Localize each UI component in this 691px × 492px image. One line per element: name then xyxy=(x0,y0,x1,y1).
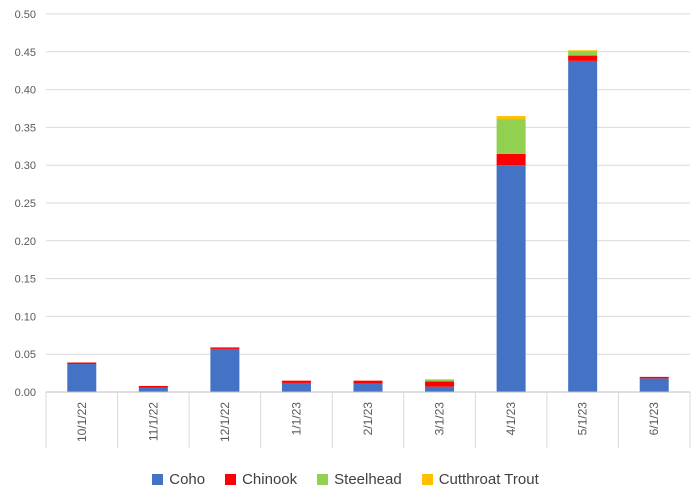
x-tick-label: 5/1/23 xyxy=(576,402,590,436)
bar-segment-steelhead xyxy=(568,51,598,56)
y-tick-label: 0.30 xyxy=(15,160,36,172)
x-tick-label: 6/1/23 xyxy=(647,402,661,436)
bar-segment-coho xyxy=(281,382,311,392)
bar-segment-cutthroat-trout xyxy=(496,116,526,120)
legend-swatch xyxy=(152,473,164,485)
bar-segment-coho xyxy=(425,386,455,392)
bar-segment-coho xyxy=(353,383,383,392)
legend-label: Steelhead xyxy=(334,470,402,488)
bar-segment-coho xyxy=(210,348,240,392)
y-tick-label: 0.20 xyxy=(15,236,36,248)
y-tick-label: 0.05 xyxy=(15,349,36,361)
legend-label: Coho xyxy=(169,470,206,488)
y-tick-label: 0.15 xyxy=(15,274,36,286)
legend-swatch xyxy=(421,473,433,485)
gridlines xyxy=(46,13,690,355)
bar-segment-cutthroat-trout xyxy=(568,50,598,52)
x-tick-label: 10/1/22 xyxy=(75,402,89,442)
legend-item: Steelhead xyxy=(317,471,402,488)
x-tick-label: 3/1/23 xyxy=(433,402,447,436)
legend-swatch xyxy=(317,473,329,485)
bar-segment-coho xyxy=(496,165,526,392)
legend-item: Chinook xyxy=(225,471,297,488)
x-tick-label: 4/1/23 xyxy=(504,402,518,436)
x-tick-label: 11/1/22 xyxy=(146,402,160,441)
bar-segment-chinook xyxy=(496,153,526,166)
legend-label: Chinook xyxy=(242,470,298,488)
bars xyxy=(67,50,669,392)
legend-label: Cutthroat Trout xyxy=(438,470,539,488)
y-tick-label: 0.50 xyxy=(15,9,36,21)
bar-segment-coho xyxy=(639,378,669,392)
bar-segment-steelhead xyxy=(496,119,526,154)
axes: 0.00 0.05 0.10 0.15 0.20 0.25 0.30 0.35 0.40 0.45… xyxy=(15,9,691,448)
bar-segment-chinook xyxy=(138,385,168,388)
bar-segment-chinook xyxy=(425,381,455,387)
bar-segment-coho xyxy=(568,60,598,392)
bar-segment-coho xyxy=(67,364,97,392)
y-tick-label: 0.10 xyxy=(15,311,36,323)
bar-segment-chinook xyxy=(67,362,97,365)
x-tick-label: 1/1/23 xyxy=(289,402,303,436)
bar-segment-coho xyxy=(138,387,168,392)
bar-segment-chinook xyxy=(210,347,240,349)
legend-item: Cutthroat Trout xyxy=(421,470,539,488)
y-tick-label: 0.00 xyxy=(15,387,36,399)
legend-swatch xyxy=(225,473,237,485)
bar-segment-chinook xyxy=(281,380,311,383)
y-tick-label: 0.35 xyxy=(15,122,36,134)
bar-segment-chinook xyxy=(568,55,598,61)
bar-segment-steelhead xyxy=(425,379,455,382)
x-tick-label: 2/1/23 xyxy=(361,402,375,436)
bar-segment-chinook xyxy=(639,376,669,379)
legend-item: Coho xyxy=(152,471,205,488)
plot-area: 0.00 0.05 0.10 0.15 0.20 0.25 0.30 0.35 0.40 0.45… xyxy=(15,9,691,448)
y-tick-label: 0.45 xyxy=(15,47,36,59)
bar-segment-cutthroat-trout xyxy=(425,379,455,380)
x-tick-label: 12/1/22 xyxy=(218,402,232,442)
y-tick-label: 0.25 xyxy=(15,198,36,210)
y-tick-label: 0.40 xyxy=(15,85,36,97)
legend: Coho Chinook Steelhead Cutthroat Trout xyxy=(0,468,691,490)
bar-segment-chinook xyxy=(353,380,383,384)
